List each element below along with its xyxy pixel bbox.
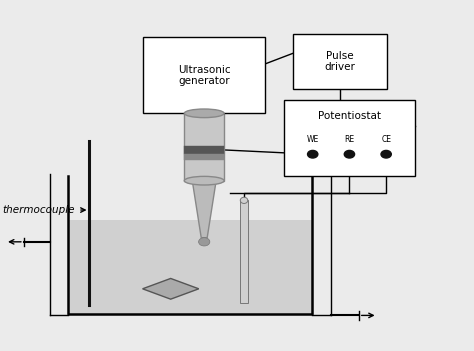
Circle shape — [308, 151, 318, 158]
Text: thermocouple: thermocouple — [3, 205, 85, 215]
Text: Potentiostat: Potentiostat — [318, 111, 381, 121]
Bar — [184, 154, 224, 160]
Text: CE: CE — [381, 134, 391, 144]
Polygon shape — [192, 181, 216, 238]
Bar — [184, 113, 224, 181]
Bar — [143, 37, 265, 113]
Ellipse shape — [240, 197, 248, 204]
Bar — [284, 99, 415, 176]
Bar — [240, 200, 248, 303]
Text: Pulse
driver: Pulse driver — [325, 51, 356, 72]
Circle shape — [381, 151, 392, 158]
Ellipse shape — [184, 176, 224, 185]
Bar — [68, 220, 312, 314]
Bar — [293, 34, 387, 89]
Circle shape — [344, 151, 355, 158]
Ellipse shape — [184, 109, 224, 118]
Bar — [184, 146, 224, 154]
Text: RE: RE — [345, 134, 355, 144]
Polygon shape — [143, 278, 199, 299]
Circle shape — [199, 238, 210, 246]
Text: Ultrasonic
generator: Ultrasonic generator — [178, 65, 230, 86]
Text: WE: WE — [307, 134, 319, 144]
